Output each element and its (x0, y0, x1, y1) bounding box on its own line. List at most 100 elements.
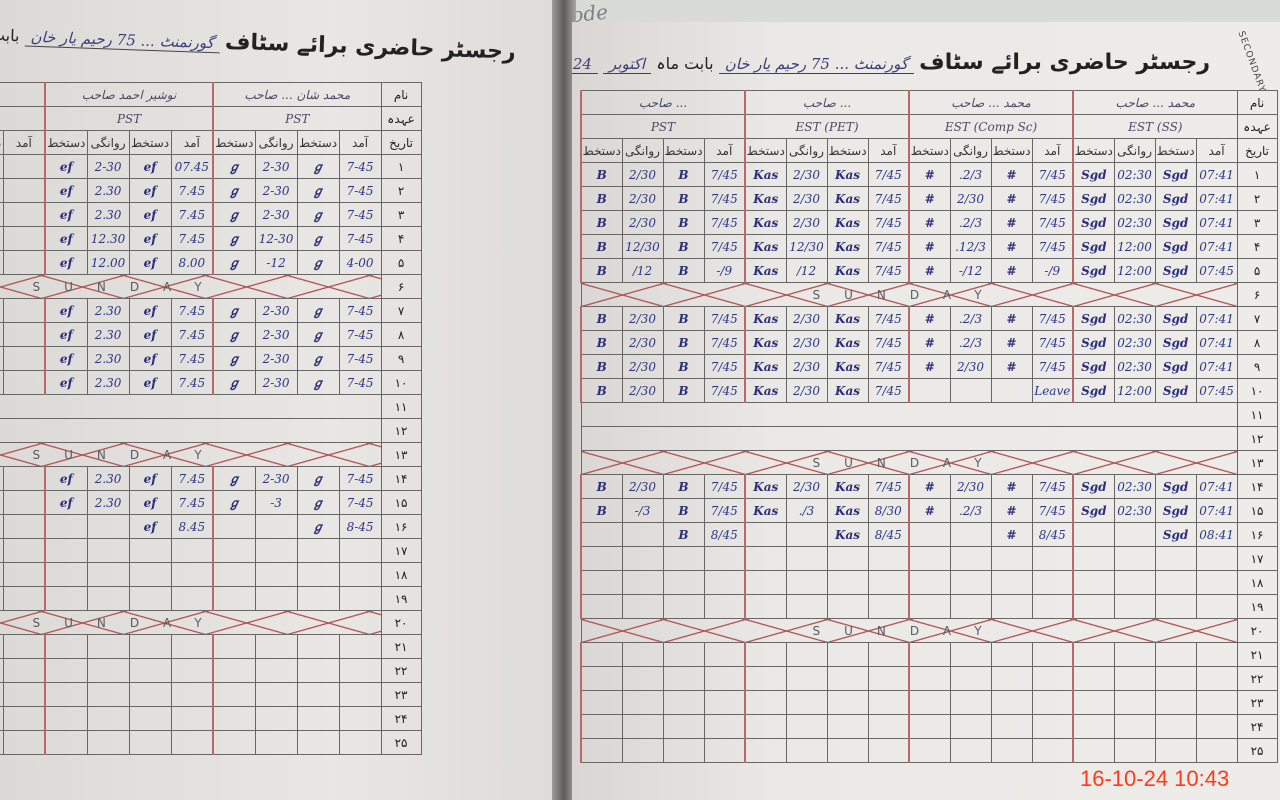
table-row: ۷ 07:41 Sgd 02:30 Sgd 7/45 #2/3. #7/45 Kas 2/30 Ka… (580, 306, 1278, 331)
departure-time-cell (949, 738, 992, 763)
signature-cell (744, 522, 787, 547)
signature-cell (744, 570, 787, 595)
signature-cell (662, 714, 705, 739)
arrival-time-cell: 07:45 (1195, 378, 1238, 403)
date-cell: ۷ (1236, 306, 1278, 331)
date-cell: ١٣ (1236, 450, 1278, 475)
signature-cell (826, 738, 869, 763)
signature-cell (1072, 522, 1115, 547)
arrival-time-cell (1195, 546, 1238, 571)
date-cell: ١١ (380, 394, 422, 419)
table-row: ۹ 07:41 Sgd 02:30 Sgd 7/45 #2/30 #7/45 Kas 2/30 Ka… (580, 354, 1278, 379)
signature-cell (1154, 570, 1197, 595)
arrival-time-cell: 7.45 (170, 490, 214, 515)
signature-cell (662, 690, 705, 715)
signature-cell (580, 714, 623, 739)
departure-time-cell: 12-30 (254, 226, 298, 251)
out-column-header: روانگی (621, 138, 664, 163)
arrival-time-cell (2, 466, 46, 491)
sign-column-header: دستخط (128, 130, 172, 155)
signature-cell: # (990, 186, 1033, 211)
sunday-holiday-cell: SUNDAY (0, 610, 382, 635)
departure-time-cell (1113, 594, 1156, 619)
arrival-time-cell (1031, 594, 1074, 619)
sign-column-header: دستخط (744, 138, 787, 163)
signature-cell (0, 586, 4, 611)
signature-cell (907, 738, 951, 763)
sunday-holiday-cell: SUNDAY (0, 442, 382, 467)
table-row: ٢۴ (0, 706, 422, 731)
signature-cell (212, 658, 256, 683)
signature-cell (580, 570, 623, 595)
date-cell: ٢٠ (1236, 618, 1278, 643)
departure-time-cell: 02:30 (1113, 354, 1156, 379)
arrival-time-cell: 07:41 (1195, 186, 1238, 211)
signature-cell: Sgd (1072, 354, 1115, 379)
date-cell: ١ (1236, 162, 1278, 187)
table-row: ۵ 4-00 ℊ 12- ℊ 8.00 ef 12.00 ef (0, 250, 422, 275)
arrival-time-cell (703, 546, 746, 571)
departure-time-cell (949, 570, 992, 595)
signature-cell: ℊ (296, 298, 340, 323)
signature-cell: ef (128, 322, 172, 347)
signature-cell (0, 538, 4, 563)
date-cell: ١٢ (1236, 426, 1278, 451)
departure-time-cell (785, 690, 828, 715)
table-row: ١٣ SUNDAY (580, 450, 1278, 475)
signature-cell: B (580, 234, 623, 259)
arrival-time-cell: 7/45 (867, 210, 910, 235)
table-row: ١٢ (0, 418, 422, 443)
signature-cell: ℊ (212, 154, 256, 179)
departure-time-cell: 2-30 (254, 322, 298, 347)
signature-cell: Kas (826, 258, 869, 283)
signature-cell (0, 466, 4, 491)
departure-time-cell (621, 570, 664, 595)
signature-cell: B (662, 378, 705, 403)
signature-cell (0, 370, 4, 395)
departure-time-cell: 02:30 (1113, 162, 1156, 187)
signature-cell (907, 594, 951, 619)
arrival-time-cell: 7-45 (338, 346, 382, 371)
signature-cell: B (580, 378, 623, 403)
sign-column-header: دستخط (990, 138, 1033, 163)
date-cell: ۸ (380, 322, 422, 347)
signature-cell: Kas (826, 498, 869, 523)
signature-cell (44, 634, 88, 659)
signature-cell: ef (128, 202, 172, 227)
signature-cell: B (580, 210, 623, 235)
departure-time-cell (254, 634, 298, 659)
signature-cell: ef (128, 154, 172, 179)
arrival-time-cell (1195, 666, 1238, 691)
signature-cell (1072, 546, 1115, 571)
departure-time-cell: 2/30 (621, 306, 664, 331)
table-row: ١۵ 7-45 ℊ 3- ℊ 7.45 ef 2.30 ef (0, 490, 422, 515)
departure-time-cell (254, 586, 298, 611)
signature-cell (990, 594, 1033, 619)
sign-column-header: دستخط (212, 130, 256, 155)
signature-cell (44, 658, 88, 683)
note-cell (0, 418, 382, 443)
signature-cell (744, 642, 787, 667)
arrival-time-cell: 7/45 (1031, 162, 1074, 187)
signature-cell: ef (44, 490, 88, 515)
arrival-time-cell: 7/45 (867, 474, 910, 499)
signature-cell: ef (44, 370, 88, 395)
signature-cell: B (580, 330, 623, 355)
staff-designation: PST (44, 106, 214, 131)
signature-cell (0, 226, 4, 251)
date-cell: ۶ (1236, 282, 1278, 307)
arrival-time-cell: 7/45 (867, 162, 910, 187)
signature-cell: Sgd (1154, 330, 1197, 355)
departure-time-cell: 02:30 (1113, 330, 1156, 355)
school-name: گورنمنٹ ... 75 رحیم یار خان (718, 55, 915, 74)
signature-cell: ℊ (296, 322, 340, 347)
departure-time-cell: 02:30 (1113, 210, 1156, 235)
arrival-time-cell (338, 586, 382, 611)
signature-cell (44, 514, 88, 539)
arrival-time-cell: 7/45 (703, 306, 746, 331)
arrival-time-cell (703, 690, 746, 715)
departure-time-cell: 12/30 (785, 234, 828, 259)
date-cell: ١٠ (1236, 378, 1278, 403)
arrival-time-cell (170, 562, 214, 587)
departure-time-cell (785, 738, 828, 763)
